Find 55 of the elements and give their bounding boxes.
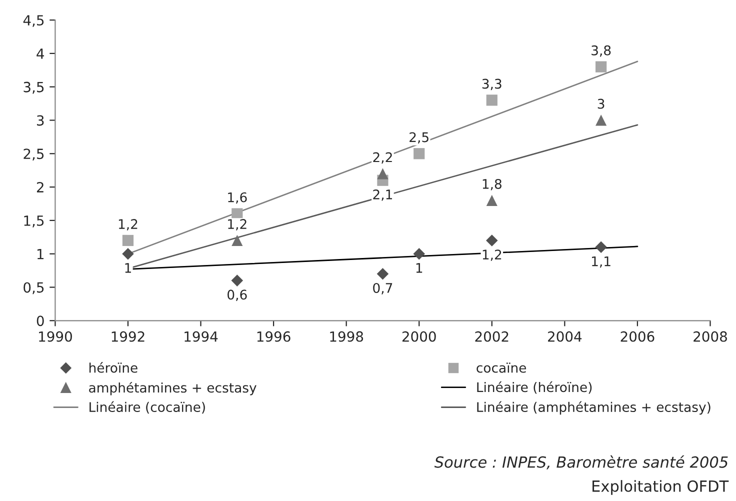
y-tick-label: 3,5 bbox=[24, 82, 44, 94]
legend-label: Linéaire (amphétamines + ecstasy) bbox=[477, 401, 710, 415]
legend-label: amphétamines + ecstasy bbox=[89, 382, 256, 396]
point bbox=[486, 234, 498, 246]
data-label: 1,1 bbox=[592, 256, 610, 268]
point bbox=[122, 234, 134, 246]
legend-label: cocaïne bbox=[476, 362, 526, 373]
y-tick-label: 4 bbox=[36, 48, 44, 59]
y-tick-label: 2 bbox=[36, 182, 44, 192]
x-tick-label: 1996 bbox=[257, 331, 290, 342]
data-label: 1,2 bbox=[228, 219, 246, 230]
data-label: 3,3 bbox=[482, 78, 502, 90]
point bbox=[232, 234, 243, 246]
data-label: 1 bbox=[416, 263, 422, 273]
x-tick-label: 1998 bbox=[330, 331, 364, 342]
data-label: 1,2 bbox=[118, 219, 138, 230]
x-tick-label: 2006 bbox=[620, 331, 654, 342]
point bbox=[414, 148, 425, 160]
x-tick-label: 2000 bbox=[402, 331, 436, 342]
source-note: Source : INPES, Baromètre santé 2005 bbox=[434, 455, 728, 470]
x-tick-label: 2004 bbox=[548, 331, 582, 342]
point bbox=[377, 168, 388, 180]
x-tick-label: 1994 bbox=[184, 331, 218, 342]
data-label: 0,6 bbox=[228, 290, 247, 302]
data-label: 2,5 bbox=[410, 132, 428, 144]
point bbox=[596, 114, 607, 126]
y-tick-label: 1 bbox=[37, 248, 44, 260]
point bbox=[376, 268, 389, 280]
data-label: 1,6 bbox=[228, 192, 247, 204]
data-label: 3,8 bbox=[592, 45, 611, 57]
y-tick-label: 1,5 bbox=[24, 216, 44, 228]
data-label: 1,2 bbox=[482, 250, 502, 261]
point bbox=[122, 248, 134, 260]
legend-label: Linéaire (héroïne) bbox=[477, 381, 592, 394]
point bbox=[486, 94, 498, 106]
point bbox=[231, 274, 244, 286]
legend-label: héroïne bbox=[89, 362, 138, 373]
y-tick-label: 2,5 bbox=[24, 148, 44, 161]
point bbox=[413, 248, 426, 260]
y-tick-label: 4,5 bbox=[23, 15, 44, 27]
text: Exploitation OFDT bbox=[592, 480, 729, 495]
y-tick-label: 3 bbox=[37, 115, 44, 126]
y-tick-label: 0,5 bbox=[24, 282, 44, 294]
x-tick-label: 2002 bbox=[475, 331, 508, 342]
legend-label: Linéaire (cocaïne) bbox=[90, 401, 205, 414]
y-tick-label: 0 bbox=[36, 316, 44, 326]
data-label: 0,7 bbox=[373, 283, 392, 294]
point bbox=[486, 194, 498, 206]
point bbox=[596, 61, 607, 72]
x-tick-label: 2008 bbox=[694, 331, 727, 342]
x-tick-label: 1992 bbox=[112, 331, 144, 342]
x-tick-label: 1990 bbox=[39, 331, 72, 342]
data-label: 3 bbox=[598, 98, 604, 109]
point bbox=[595, 241, 607, 254]
data-label: 1,8 bbox=[482, 178, 502, 190]
